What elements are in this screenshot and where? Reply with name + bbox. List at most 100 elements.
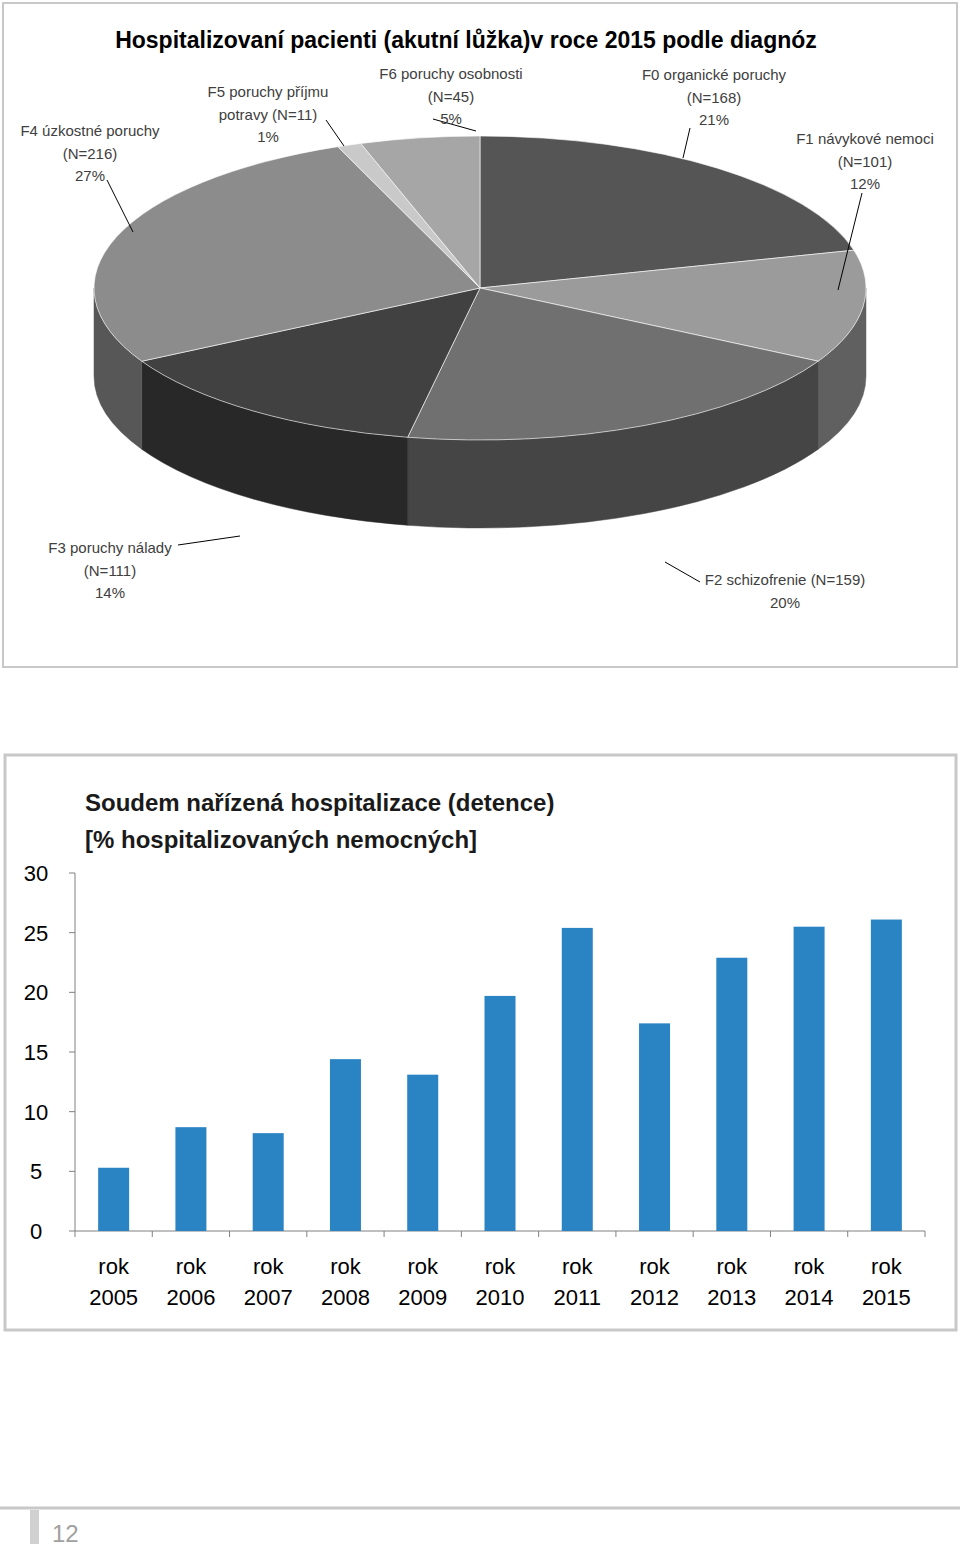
x-tick-label: rok2008 [321, 1254, 370, 1310]
x-tick-label-line: 2006 [166, 1285, 215, 1310]
y-tick [69, 1231, 75, 1232]
bar [407, 1075, 438, 1231]
leader-line [683, 128, 690, 158]
x-tick-label-line: 2011 [554, 1285, 601, 1310]
pie-labels: F0 organické poruchy (N=168) 21% F1 návykov… [20, 65, 933, 611]
y-tick-label: 30 [24, 861, 48, 886]
x-tick [538, 1231, 539, 1237]
x-tick-label-line: rok [485, 1254, 517, 1279]
slice-label-line: F0 organické poruchy [642, 66, 787, 83]
x-tick-label-line: rok [253, 1254, 285, 1279]
slice-label: F0 organické poruchy (N=168) [642, 66, 787, 106]
bar [639, 1023, 670, 1231]
footer-mark [30, 1510, 39, 1544]
x-tick-label: rok 2010 [476, 1254, 525, 1310]
bar [330, 1059, 361, 1231]
slice-label-line: potravy (N=11) [219, 106, 318, 123]
pie-tops [94, 136, 866, 440]
leader-line [326, 120, 344, 146]
x-tick-label: rok 2015 [862, 1254, 911, 1310]
chart-title: Hospitalizovaní pacienti (akutní lůžka)v… [115, 27, 817, 53]
y-tick [69, 1171, 75, 1172]
x-tick-label-line: rok [871, 1254, 903, 1279]
x-tick-label-line: 2005 [89, 1285, 138, 1310]
x-tick-label: rok 2009 [398, 1254, 447, 1310]
x-tick [615, 1231, 616, 1237]
bar [253, 1133, 284, 1231]
y-tick-label: 5 [30, 1159, 42, 1184]
y-tick-label: 0 [30, 1219, 42, 1244]
x-tick-label-line: 2015 [862, 1285, 911, 1310]
x-tick [770, 1231, 771, 1237]
x-tick-label-line: 2014 [785, 1285, 834, 1310]
slice-label-line: (N=101) [838, 153, 893, 170]
bar [175, 1127, 206, 1231]
x-tick [152, 1231, 153, 1237]
slice-label: F1 návykové nemoci (N=101) [796, 130, 934, 170]
y-tick [69, 1052, 75, 1053]
pie-chart: Hospitalizovaní pacienti (akutní lůžka)v… [3, 3, 957, 667]
bar [716, 958, 747, 1231]
x-tick-label-line: rok [407, 1254, 439, 1279]
x-tick [75, 1231, 76, 1237]
x-tick-label-line: 2013 [707, 1285, 756, 1310]
page-number: 12 [52, 1520, 79, 1547]
x-tick [925, 1231, 926, 1237]
x-tick-label-line: 2010 [476, 1285, 525, 1310]
chart-frame [3, 3, 957, 667]
y-tick [69, 873, 75, 874]
x-tick-label: rok 2005 [89, 1254, 138, 1310]
y-tick [69, 932, 75, 933]
y-tick [69, 1111, 75, 1112]
x-tick [847, 1231, 848, 1237]
x-tick-label-line: rok [639, 1254, 671, 1279]
x-tick [384, 1231, 385, 1237]
x-tick-label-line: 2007 [244, 1285, 293, 1310]
slice-label-line: F5 poruchy příjmu [208, 83, 329, 100]
x-tick [229, 1231, 230, 1237]
x-tick-label: rok 2007 [244, 1254, 293, 1310]
slice-label: F4 úzkostné poruchy (N=216) [20, 122, 160, 162]
page: Hospitalizovaní pacienti (akutní lůžka)v… [0, 0, 960, 1547]
slice-label-line: (N=168) [687, 89, 742, 106]
leader-line [838, 193, 862, 290]
y-tick-label: 25 [24, 921, 48, 946]
x-tick [693, 1231, 694, 1237]
x-tick-label: rok2011 [554, 1254, 601, 1310]
leader-line [178, 536, 240, 545]
x-tick [461, 1231, 462, 1237]
data-label: 27% [75, 167, 105, 184]
leader-line [665, 562, 700, 582]
data-label: 21% [699, 111, 729, 128]
x-tick [306, 1231, 307, 1237]
bar [562, 928, 593, 1231]
slice-label-line: F2 schizofrenie (N=159) [705, 571, 866, 588]
x-tick-label-line: 2009 [398, 1285, 447, 1310]
bar [98, 1168, 129, 1231]
slice-label-line: F4 úzkostné poruchy [20, 122, 160, 139]
bar [871, 920, 902, 1231]
footer-rule [0, 1507, 960, 1510]
pie-slice [361, 136, 480, 288]
slice-label: F2 schizofrenie (N=159) [705, 571, 866, 588]
slice-label: F6 poruchy osobnosti (N=45) [379, 65, 522, 105]
x-tick-label-line: rok [330, 1254, 362, 1279]
chart-title: Soudem nařízená hospitalizace (detence) [85, 789, 554, 816]
data-label: 20% [770, 594, 800, 611]
slice-label-line: (N=216) [63, 145, 118, 162]
bar [794, 927, 825, 1231]
y-tick-label: 10 [24, 1100, 48, 1125]
bar-chart: Soudem nařízená hospitalizace (detence)[… [5, 755, 956, 1330]
slice-label-line: F6 poruchy osobnosti [379, 65, 522, 82]
data-label: 1% [257, 128, 279, 145]
slice-label-line: (N=45) [428, 88, 474, 105]
x-tick-label-line: rok [98, 1254, 130, 1279]
x-tick-label-line: 2012 [630, 1285, 679, 1310]
y-tick [69, 992, 75, 993]
y-tick-label: 20 [24, 980, 48, 1005]
y-tick-label: 15 [24, 1040, 48, 1065]
slice-label: F3 poruchy nálady(N=111) [48, 539, 172, 579]
x-tick-label-line: rok [176, 1254, 208, 1279]
bars [98, 920, 902, 1231]
slice-label-line: F1 návykové nemoci [796, 130, 934, 147]
